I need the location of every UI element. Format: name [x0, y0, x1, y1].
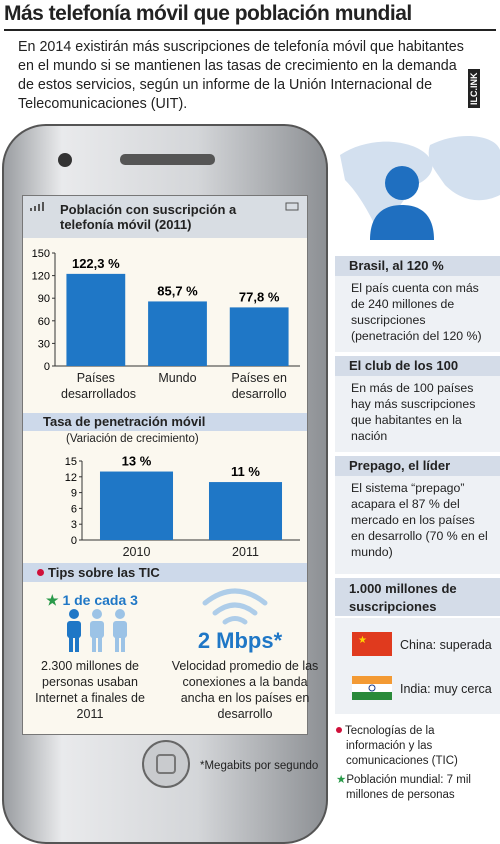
y-tick-label: 12 — [65, 472, 77, 484]
legend-text: Población mundial: 7 mil millones de per… — [346, 774, 471, 801]
x-tick-label: Mundo — [158, 371, 197, 385]
flag-wheel — [368, 684, 376, 692]
value-label: 85,7 % — [157, 283, 198, 298]
stat-description: 2.300 millones de personas usaban Intern… — [35, 659, 145, 721]
y-tick-label: 0 — [44, 361, 50, 373]
flag-india — [352, 692, 392, 700]
footnote: *Megabits por segundo — [200, 760, 319, 772]
stat-text: 1 de cada 3 — [62, 592, 138, 608]
y-tick-label: 90 — [38, 293, 50, 305]
value-label: 11 % — [231, 464, 260, 479]
status-bar — [23, 196, 307, 238]
wifi-arcs — [202, 588, 268, 625]
x-tick-label: 2011 — [232, 545, 259, 559]
bar — [148, 301, 207, 366]
signal — [30, 208, 32, 211]
camera — [58, 153, 72, 167]
x-tick-label: Países desarrollados — [61, 371, 137, 401]
signal — [38, 204, 40, 211]
value-label: 122,3 % — [72, 256, 120, 271]
tips-title: Tips sobre las TIC — [48, 565, 160, 580]
flag-label: China: superada — [400, 638, 492, 652]
y-tick-label: 0 — [71, 535, 77, 547]
chart: 0 3 6 9 12 15 13 % 2010 11 % 2011 — [65, 454, 300, 559]
legend-item: Tecnologías de la información y las comu… — [336, 724, 496, 769]
bar — [229, 307, 289, 366]
legend-item: ★Población mundial: 7 mil millones de pe… — [336, 773, 496, 803]
value-label: 77,8 % — [239, 289, 280, 304]
section-title: Brasil, al 120 % — [335, 256, 500, 276]
flags: ★ — [352, 632, 392, 700]
y-tick-label: 15 — [65, 456, 77, 468]
flag-india — [352, 684, 392, 692]
star: ★ — [336, 774, 347, 786]
chart-title: Población con suscripción a telefonía mó… — [60, 202, 237, 232]
home-button — [142, 740, 190, 788]
bar — [66, 273, 126, 366]
category-label-box: Países en desarrollo — [231, 371, 287, 401]
map-shape — [428, 135, 500, 201]
y-tick-label: 150 — [32, 248, 50, 260]
chart: 0 30 60 90 120 150 122,3 % Países desarrollados… — [32, 248, 300, 401]
category-label-box: Mundo — [158, 371, 197, 385]
star: ★ — [46, 592, 59, 608]
category-label-box: Países desarrollados — [61, 371, 137, 401]
flag-india — [352, 676, 392, 684]
flag-china — [352, 632, 392, 656]
value-label: 13 % — [122, 454, 152, 469]
flag-label: India: muy cerca — [400, 682, 492, 696]
signal — [34, 206, 36, 211]
phone-top — [58, 153, 215, 167]
y-tick-label: 60 — [38, 316, 50, 328]
section-text: El sistema “prepago” acapara el 87 % del… — [335, 476, 500, 574]
bar — [208, 482, 283, 540]
y-tick-label: 3 — [71, 519, 77, 531]
status-icons — [30, 202, 299, 211]
y-tick-label: 120 — [32, 271, 50, 283]
x-tick-label: 2010 — [122, 545, 151, 559]
people-icon — [67, 609, 127, 652]
x-tick-label: Países en desarrollo — [231, 371, 287, 401]
y-tick-label: 6 — [71, 503, 77, 515]
battery — [285, 202, 299, 211]
category-label-box: 2011 — [232, 545, 259, 559]
chart-title: Tasa de penetración móvil — [23, 413, 307, 431]
world-map — [340, 135, 500, 240]
person — [113, 609, 127, 652]
credit: ILC.INK — [468, 69, 480, 108]
button-square — [156, 754, 176, 774]
flag-star: ★ — [358, 635, 367, 646]
page-title: Más telefonía móvil que población mundia… — [4, 2, 496, 31]
button — [142, 740, 190, 788]
intro-text: En 2014 existirán más suscripciones de t… — [18, 39, 464, 112]
stat: ★ 1 de cada 3 — [46, 592, 138, 609]
bar — [99, 471, 174, 540]
person-icon — [370, 205, 434, 240]
legend-text: Tecnologías de la información y las comu… — [345, 725, 458, 767]
stat: 2 Mbps* — [197, 628, 283, 653]
person — [90, 609, 104, 652]
stat-description: Velocidad promedio de las conexiones a l… — [171, 659, 319, 721]
section-title: El club de los 100 — [335, 356, 500, 376]
speaker — [120, 154, 215, 165]
chart-subtitle: (Variación de crecimiento) — [66, 433, 199, 445]
bullet — [336, 727, 342, 733]
person — [67, 609, 81, 652]
legend: Tecnologías de la información y las comu… — [336, 724, 496, 803]
section-title: 1.000 millones de suscripciones — [335, 578, 500, 616]
tips-header: Tips sobre las TIC — [23, 563, 307, 582]
person-icon — [385, 166, 419, 200]
bullet — [37, 569, 44, 576]
category-label-box: 2010 — [122, 545, 151, 559]
y-tick-label: 30 — [38, 338, 50, 350]
section-text: El país cuenta con más de 240 millones d… — [335, 276, 500, 352]
section-title: Prepago, el líder — [335, 456, 500, 476]
section-text: En más de 100 países hay más suscripcion… — [335, 376, 500, 452]
y-tick-label: 9 — [71, 488, 77, 500]
wifi-icon — [202, 588, 268, 625]
signal — [42, 202, 44, 211]
